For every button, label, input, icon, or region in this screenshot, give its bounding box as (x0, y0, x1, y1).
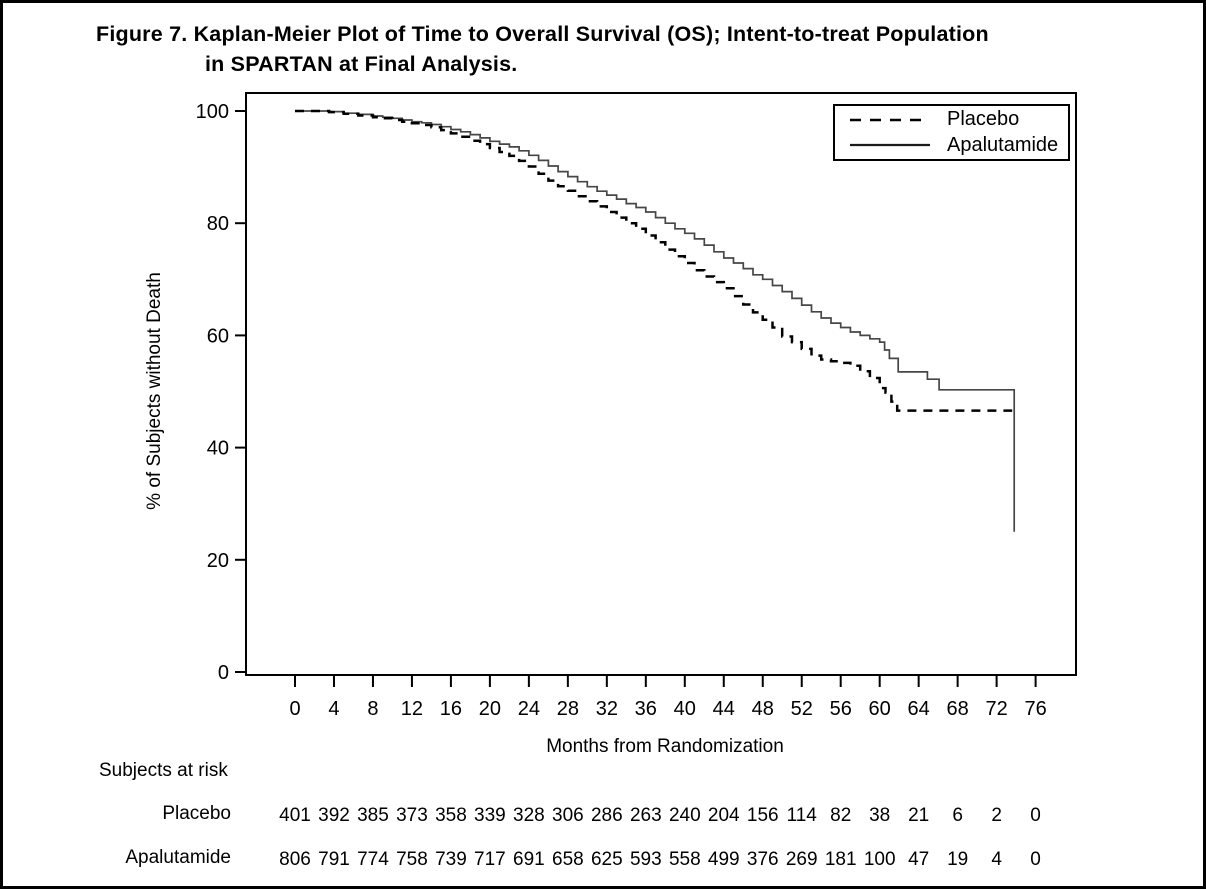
at-risk-count: 100 (864, 849, 896, 870)
at-risk-count: 21 (908, 805, 929, 826)
x-tick-label: 28 (557, 698, 579, 720)
x-tick-label: 36 (635, 698, 657, 720)
at-risk-count: 385 (357, 805, 389, 826)
at-risk-count: 0 (1030, 805, 1041, 826)
x-tick-label: 12 (401, 698, 423, 720)
x-tick-label: 32 (596, 698, 618, 720)
x-tick-label: 48 (752, 698, 774, 720)
x-tick-label: 64 (908, 698, 930, 720)
legend-row-apalutamide: Apalutamide (849, 134, 1068, 157)
at-risk-count: 6 (952, 805, 963, 826)
at-risk-count: 758 (396, 849, 428, 870)
legend: Placebo Apalutamide (833, 104, 1070, 161)
x-tick-label: 16 (440, 698, 462, 720)
at-risk-count: 240 (669, 805, 701, 826)
curve-apalutamide (295, 110, 1016, 532)
at-risk-count: 401 (279, 805, 311, 826)
at-risk-label-apalutamide: Apalutamide (125, 847, 231, 868)
x-tick-label: 56 (830, 698, 852, 720)
at-risk-count: 47 (908, 849, 929, 870)
at-risk-count: 114 (787, 805, 818, 826)
legend-label-placebo: Placebo (947, 108, 1020, 131)
x-tick-label: 52 (791, 698, 813, 720)
apalutamide-solid-line-sample (850, 144, 930, 147)
at-risk-count: 739 (435, 849, 467, 870)
x-tick-label: 20 (479, 698, 501, 720)
figure-title-line-1: Figure 7. Kaplan-Meier Plot of Time to O… (96, 22, 989, 46)
at-risk-count: 269 (786, 849, 818, 870)
x-tick-label: 60 (869, 698, 891, 720)
x-tick-label: 40 (674, 698, 696, 720)
at-risk-count: 181 (825, 849, 857, 870)
at-risk-count: 4 (991, 849, 1002, 870)
at-risk-count: 806 (279, 849, 311, 870)
x-tick-label: 24 (518, 698, 540, 720)
at-risk-count: 286 (591, 805, 623, 826)
at-risk-count: 774 (357, 849, 389, 870)
y-tick-label: 0 (218, 662, 229, 684)
x-axis-label: Months from Randomization (546, 736, 784, 757)
at-risk-count: 306 (552, 805, 584, 826)
at-risk-count: 204 (708, 805, 740, 826)
at-risk-count: 625 (591, 849, 623, 870)
y-tick-label: 40 (207, 438, 229, 460)
at-risk-label-placebo: Placebo (162, 803, 231, 824)
at-risk-count: 0 (1030, 849, 1041, 870)
placebo-dashed-line-sample (850, 118, 930, 122)
x-tick-label: 8 (367, 698, 378, 720)
at-risk-count: 38 (869, 805, 890, 826)
at-risk-count: 658 (552, 849, 584, 870)
at-risk-count: 558 (669, 849, 701, 870)
at-risk-count: 376 (747, 849, 779, 870)
at-risk-count: 392 (318, 805, 350, 826)
plot-frame (245, 92, 1077, 676)
x-tick-label: 4 (328, 698, 339, 720)
figure-title-line-2: in SPARTAN at Final Analysis. (205, 52, 518, 76)
at-risk-count: 499 (708, 849, 740, 870)
at-risk-count: 791 (318, 849, 350, 870)
at-risk-header: Subjects at risk (99, 760, 228, 781)
at-risk-count: 2 (991, 805, 1002, 826)
x-tick-label: 76 (1024, 698, 1046, 720)
y-tick-label: 80 (207, 213, 229, 235)
at-risk-count: 373 (396, 805, 428, 826)
at-risk-count: 593 (630, 849, 662, 870)
x-tick-label: 44 (713, 698, 735, 720)
at-risk-count: 328 (513, 805, 545, 826)
at-risk-count: 19 (947, 849, 968, 870)
y-tick-label: 100 (196, 101, 229, 123)
y-axis-label: % of Subjects without Death (144, 272, 165, 510)
legend-row-placebo: Placebo (849, 108, 1068, 131)
at-risk-count: 691 (513, 849, 545, 870)
x-tick-label: 68 (947, 698, 969, 720)
figure-title: Figure 7. Kaplan-Meier Plot of Time to O… (96, 19, 989, 79)
x-tick-label: 0 (289, 698, 300, 720)
at-risk-count: 339 (474, 805, 506, 826)
at-risk-count: 82 (830, 805, 851, 826)
at-risk-count: 156 (747, 805, 779, 826)
y-tick-label: 60 (207, 325, 229, 347)
at-risk-count: 263 (630, 805, 662, 826)
at-risk-count: 717 (474, 849, 506, 870)
legend-label-apalutamide: Apalutamide (947, 133, 1059, 156)
x-tick-label: 72 (985, 698, 1007, 720)
y-tick-label: 20 (207, 550, 229, 572)
at-risk-count: 358 (435, 805, 467, 826)
curve-placebo (295, 109, 1013, 412)
